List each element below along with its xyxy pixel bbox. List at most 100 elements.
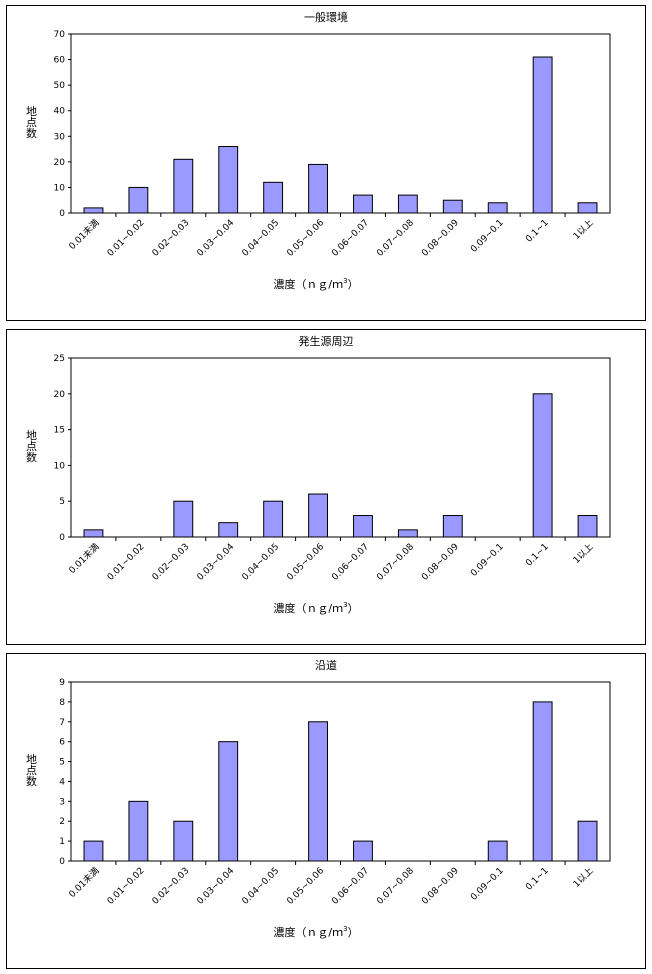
chart-panel-near-source: 発生源周辺 0 5 10 15 20 25 地点数 0.01未満 0.01~0.02 0.02~0.… xyxy=(6,329,646,645)
x-tick-label: 0.08~0.09 xyxy=(420,866,461,907)
bar xyxy=(487,202,508,214)
x-tick-label: 1以上 xyxy=(571,541,596,566)
x-tick-label: 0.04~0.05 xyxy=(240,542,281,583)
y-tick-label: 10 xyxy=(54,183,66,193)
x-tick-label: 0.06~0.07 xyxy=(330,866,371,907)
x-axis-label-main: 濃度（ｎｇ/ｍ xyxy=(273,601,343,615)
x-tick-label: 0.02~0.03 xyxy=(151,218,192,259)
y-tick-label: 0 xyxy=(59,533,65,543)
bar xyxy=(577,202,598,214)
x-tick-label: 0.08~0.09 xyxy=(420,542,461,583)
x-tick-label: 0.03~0.04 xyxy=(196,866,237,907)
y-tick-label: 1 xyxy=(59,837,65,847)
y-axis-label: 地点数 xyxy=(25,753,38,787)
x-axis-label: 濃度（ｎｇ/ｍ3） xyxy=(273,601,358,615)
x-tick-label: 0.09~0.1 xyxy=(469,218,506,255)
bar xyxy=(442,199,463,214)
x-tick-label: 0.01未満 xyxy=(66,541,101,576)
bar xyxy=(353,840,373,862)
bar xyxy=(577,515,598,538)
x-tick-label: 0.06~0.07 xyxy=(330,218,371,259)
y-tick-label: 25 xyxy=(54,354,65,364)
x-tick-label: 0.01未満 xyxy=(66,865,101,900)
y-tick-label: 9 xyxy=(59,678,65,688)
x-tick-label: 0.01~0.02 xyxy=(106,542,147,583)
y-axis-label: 地点数 xyxy=(25,105,38,139)
bar xyxy=(308,493,328,538)
x-axis-label: 濃度（ｎｇ/ｍ3） xyxy=(273,277,358,291)
x-tick-label: 0.03~0.04 xyxy=(196,218,237,259)
bar xyxy=(218,741,239,862)
y-tick-label: 20 xyxy=(54,158,66,168)
x-tick-label: 0.09~0.1 xyxy=(469,542,506,579)
x-axis-label-superscript: 3 xyxy=(343,277,347,285)
x-axis-label-end: ） xyxy=(348,602,359,615)
bar xyxy=(397,194,418,214)
x-tick-label: 0.01~0.02 xyxy=(106,218,147,259)
y-tick-label: 20 xyxy=(54,390,66,400)
bar xyxy=(128,186,149,214)
y-tick-label: 5 xyxy=(59,758,65,768)
x-tick-label: 0.07~0.08 xyxy=(375,866,416,907)
x-tick-label: 0.1~1 xyxy=(524,866,551,893)
y-tick-label: 4 xyxy=(59,777,65,787)
x-tick-label: 0.07~0.08 xyxy=(375,542,416,583)
y-tick-label: 6 xyxy=(59,738,65,748)
bar xyxy=(532,701,553,862)
x-axis-label-main: 濃度（ｎｇ/ｍ xyxy=(273,925,343,939)
x-tick-label: 0.02~0.03 xyxy=(151,542,192,583)
y-tick-label: 0 xyxy=(59,209,65,219)
y-tick-label: 70 xyxy=(54,30,66,40)
bar xyxy=(532,56,553,214)
x-tick-label: 0.04~0.05 xyxy=(240,218,281,259)
y-tick-label: 15 xyxy=(54,426,65,436)
y-tick-label: 2 xyxy=(59,817,65,827)
bar xyxy=(577,820,598,862)
y-tick-label: 60 xyxy=(54,56,66,66)
y-tick-label: 5 xyxy=(59,497,65,507)
x-tick-label: 0.02~0.03 xyxy=(151,866,192,907)
bar xyxy=(128,800,149,862)
y-tick-label: 8 xyxy=(59,698,65,708)
bar xyxy=(353,515,373,538)
x-tick-label: 0.06~0.07 xyxy=(330,542,371,583)
bar xyxy=(83,529,104,538)
y-tick-label: 40 xyxy=(54,107,66,117)
bar xyxy=(83,840,104,862)
x-axis-label-main: 濃度（ｎｇ/ｍ xyxy=(273,277,343,291)
bar xyxy=(173,820,194,862)
bar xyxy=(218,146,239,214)
bar xyxy=(353,194,373,214)
x-axis-label: 濃度（ｎｇ/ｍ3） xyxy=(273,925,358,939)
y-tick-label: 7 xyxy=(59,718,65,728)
bar xyxy=(218,522,239,538)
x-tick-label: 0.05~0.06 xyxy=(285,866,326,907)
y-tick-label: 30 xyxy=(54,132,66,142)
bar xyxy=(173,500,194,538)
x-tick-label: 1以上 xyxy=(571,217,596,242)
x-tick-label: 0.07~0.08 xyxy=(375,218,416,259)
x-tick-label: 0.1~1 xyxy=(524,542,551,569)
y-tick-label: 3 xyxy=(59,797,65,807)
bar xyxy=(532,393,553,538)
chart-title: 沿道 xyxy=(315,658,337,672)
chart-title: 発生源周辺 xyxy=(299,334,354,348)
x-tick-label: 0.08~0.09 xyxy=(420,218,461,259)
plot-area xyxy=(70,357,611,538)
bar xyxy=(308,721,328,862)
x-tick-label: 0.09~0.1 xyxy=(469,866,506,903)
y-tick-label: 0 xyxy=(59,857,65,867)
x-tick-label: 0.05~0.06 xyxy=(285,218,326,259)
plot-area xyxy=(70,681,611,862)
bar xyxy=(263,181,284,214)
y-axis-label: 地点数 xyxy=(25,429,38,463)
x-tick-label: 0.01~0.02 xyxy=(106,866,147,907)
bar xyxy=(442,515,463,538)
chart-panel-general-environment: 一般環境 0 10 20 30 40 50 60 70 地点数 0.01未満 0.01~0.02 0.0… xyxy=(6,5,646,321)
x-tick-label: 1以上 xyxy=(571,865,596,890)
x-axis-label-end: ） xyxy=(348,926,359,939)
plot-area xyxy=(70,33,611,214)
chart-near-source: 発生源周辺 0 5 10 15 20 25 地点数 0.01未満 0.01~0.02 0.02~0.… xyxy=(25,334,611,615)
